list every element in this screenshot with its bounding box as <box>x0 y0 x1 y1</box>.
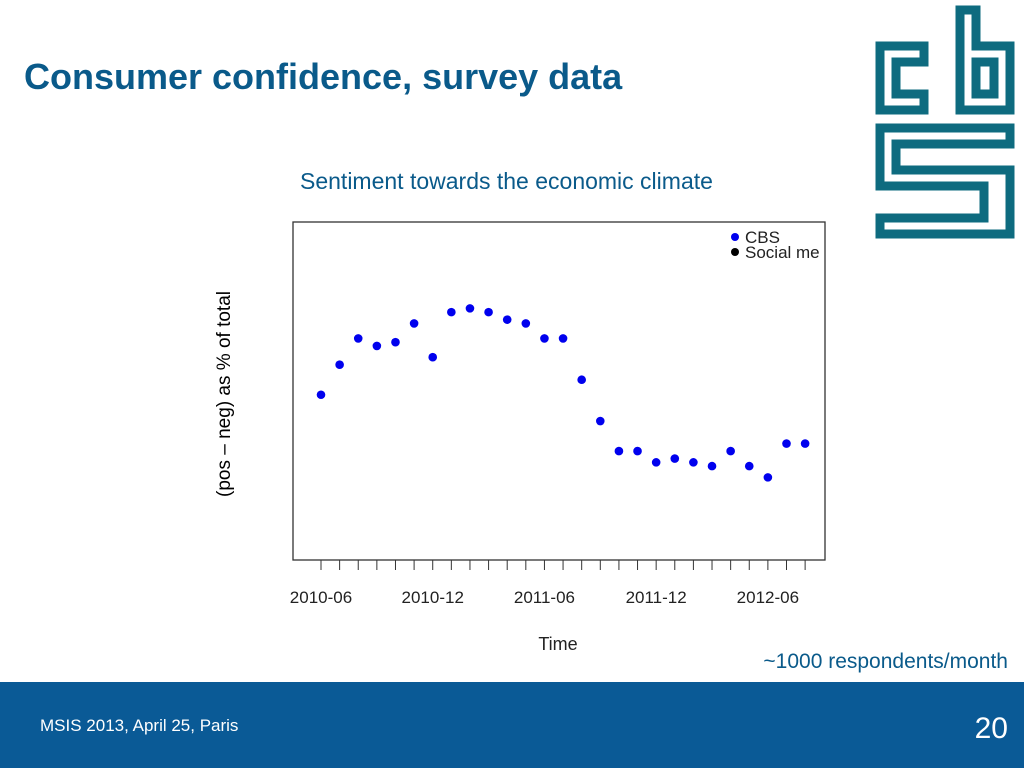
logo-letter-s <box>875 123 1015 239</box>
data-point-cbs <box>316 390 326 400</box>
footer-bar: MSIS 2013, April 25, Paris 20 <box>0 682 1024 768</box>
plot-frame <box>292 221 826 561</box>
data-point-cbs <box>670 454 680 463</box>
logo-letter-c <box>875 41 929 115</box>
chart-title: Sentiment towards the economic climate <box>300 168 713 194</box>
data-point-cbs <box>540 334 549 343</box>
data-point-cbs <box>633 446 642 456</box>
data-points <box>316 304 810 482</box>
footer-event: MSIS 2013, April 25, Paris <box>40 716 239 735</box>
x-axis-title: Time <box>538 634 577 654</box>
data-point-cbs <box>521 319 531 328</box>
data-point-cbs <box>335 360 344 370</box>
data-point-cbs <box>596 416 605 426</box>
data-point-cbs <box>353 334 363 343</box>
legend-marker <box>731 233 739 241</box>
x-tick-label: 2011-06 <box>514 588 575 607</box>
data-point-cbs <box>558 334 568 343</box>
legend-label: Social me <box>745 243 820 262</box>
data-point-cbs <box>484 307 493 317</box>
data-point-cbs <box>744 461 754 471</box>
x-tick-label: 2012-06 <box>737 588 799 607</box>
data-point-cbs <box>763 473 773 482</box>
x-tick-label: 2010-12 <box>402 588 464 607</box>
footnote: ~1000 respondents/month <box>763 650 1008 673</box>
scatter-chart: 2010-06 2010-12 2011-06 2011-12 2012-06 CBSS… <box>214 221 826 654</box>
data-point-cbs <box>707 461 717 471</box>
data-point-cbs <box>577 375 586 385</box>
data-point-cbs <box>428 352 438 362</box>
x-axis: 2010-06 2010-12 2011-06 2011-12 2012-06 <box>290 560 806 607</box>
data-point-cbs <box>409 319 419 328</box>
data-point-cbs <box>465 304 475 313</box>
legend-marker <box>731 248 739 256</box>
page-number: 20 <box>974 712 1008 745</box>
data-point-cbs <box>726 446 735 456</box>
data-point-cbs <box>782 439 791 448</box>
data-point-cbs <box>689 458 698 467</box>
slide-title: Consumer confidence, survey data <box>24 56 623 97</box>
data-point-cbs <box>502 315 512 324</box>
y-axis-title: (pos – neg) as % of total <box>214 291 235 497</box>
data-point-cbs <box>391 337 400 347</box>
cbs-logo <box>875 5 1015 239</box>
legend-label: CBS <box>745 228 780 247</box>
data-point-cbs <box>372 341 382 351</box>
x-tick-label: 2010-06 <box>290 588 352 607</box>
data-point-cbs <box>651 458 661 467</box>
x-tick-label: 2011-12 <box>626 588 687 607</box>
data-point-cbs <box>447 307 456 317</box>
data-point-cbs <box>800 439 810 448</box>
logo-letter-b <box>955 5 1015 115</box>
data-point-cbs <box>614 446 624 456</box>
